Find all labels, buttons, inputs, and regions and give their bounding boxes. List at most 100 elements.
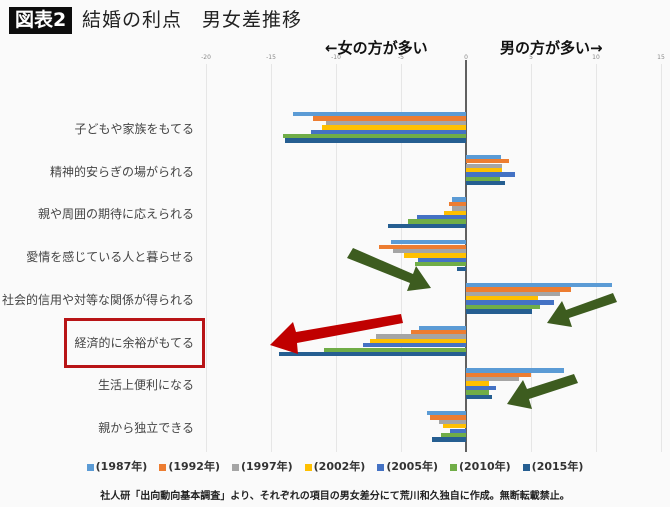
- category-label: 子どもや家族をもてる: [74, 122, 194, 136]
- female-more-label: ←女の方が多い: [325, 39, 428, 57]
- category-label: 経済的に余裕がもてる: [74, 335, 194, 350]
- legend-swatch-icon: [522, 463, 530, 471]
- bar: [449, 201, 466, 207]
- category-label: 精神的安らぎの場がられる: [49, 164, 194, 179]
- bar: [312, 116, 466, 121]
- legend-item: (1987年): [86, 458, 148, 474]
- gridline: [206, 64, 207, 452]
- legend: (1987年) (1992年) (1997年) (2002年) (2005年) (2010…: [0, 458, 670, 474]
- bar: [442, 424, 466, 429]
- category-label: 親から独立できる: [98, 420, 194, 435]
- category-label: 生活上便利になる: [97, 378, 194, 393]
- x-tick-label: -10: [331, 54, 341, 61]
- bar: [311, 129, 466, 134]
- bar: [466, 167, 503, 173]
- category-label: 親や周囲の期待に応えられる: [37, 207, 194, 222]
- x-tick-label: -15: [266, 54, 276, 61]
- bar: [466, 385, 496, 391]
- bar: [451, 206, 466, 211]
- legend-item: (1997年): [231, 458, 293, 474]
- legend-swatch-icon: [377, 463, 385, 471]
- bar: [443, 210, 466, 215]
- bar: [363, 343, 466, 348]
- bar: [450, 428, 466, 433]
- bar: [407, 219, 466, 224]
- x-tick-label: 10: [592, 54, 600, 61]
- bar: [415, 262, 466, 267]
- bar: [416, 215, 466, 220]
- x-tick-label: 15: [657, 54, 665, 61]
- gridline: [596, 64, 597, 452]
- legend-item: (2002年): [304, 458, 366, 474]
- legend-label: (2002年): [313, 460, 366, 473]
- bar: [466, 181, 505, 186]
- category-label: 社会的信用や対等な関係が得られる: [1, 292, 194, 307]
- x-tick-label: 5: [529, 54, 533, 61]
- x-tick-label: -5: [398, 54, 404, 61]
- bar: [451, 197, 466, 202]
- bar: [466, 368, 564, 373]
- bar: [388, 223, 466, 229]
- bar: [466, 172, 516, 177]
- bar: [466, 390, 490, 395]
- legend-label: (1992年): [168, 460, 220, 473]
- bar: [411, 329, 466, 335]
- bar: [419, 325, 466, 330]
- bar: [429, 415, 466, 420]
- gridline: [336, 64, 337, 452]
- bar: [285, 138, 466, 143]
- green-arrow-icon: [547, 293, 617, 327]
- legend-label: (2010年): [459, 460, 511, 473]
- bar: [432, 437, 466, 442]
- bar: [466, 304, 541, 310]
- bar: [403, 253, 466, 258]
- highlight-box: [64, 318, 205, 368]
- bar: [417, 257, 466, 263]
- bar: [466, 377, 520, 382]
- bar: [325, 120, 466, 126]
- bar: [427, 410, 466, 416]
- figure-badge: 図表2: [9, 7, 73, 34]
- category-label: 愛情を感じている人と暮らせる: [26, 250, 194, 265]
- bar: [293, 112, 466, 117]
- bar: [466, 287, 572, 292]
- bar: [466, 300, 555, 305]
- bar: [466, 296, 538, 301]
- bar: [466, 372, 531, 377]
- legend-item: (2010年): [450, 458, 511, 474]
- legend-swatch-icon: [159, 463, 167, 471]
- bar: [321, 125, 466, 130]
- legend-label: (1997年): [240, 460, 293, 473]
- legend-swatch-icon: [450, 463, 457, 471]
- x-tick-label: -20: [201, 54, 211, 61]
- x-tick-label: 0: [464, 54, 468, 61]
- source-footer: 社人研「出向動向基本調査」より、それぞれの項目の男女差分にて荒川和久独自に作成。…: [100, 491, 570, 502]
- bar: [441, 432, 466, 438]
- bar: [376, 334, 466, 339]
- bar: [390, 240, 466, 245]
- legend-label: (2015年): [531, 460, 584, 473]
- legend-label: (1987年): [95, 460, 148, 473]
- bar: [466, 394, 492, 399]
- chart-title: 結婚の利点 男女差推移: [82, 9, 303, 31]
- bar: [466, 176, 500, 182]
- legend-label: (2005年): [386, 460, 438, 473]
- gridline: [661, 64, 662, 452]
- bar: [466, 282, 612, 288]
- bar: [466, 163, 503, 168]
- bar: [369, 338, 466, 344]
- legend-item: (1992年): [159, 458, 220, 474]
- legend-item: (2005年): [377, 458, 438, 474]
- male-more-label: 男の方が多い→: [500, 39, 603, 57]
- bar: [466, 291, 560, 296]
- legend-swatch-icon: [231, 463, 239, 471]
- legend-item: (2015年): [522, 458, 584, 474]
- gridline: [531, 64, 532, 452]
- bar: [466, 381, 490, 386]
- bar: [466, 159, 509, 164]
- gridline: [271, 64, 272, 452]
- bar: [466, 309, 533, 314]
- bar: [378, 244, 466, 249]
- bar: [282, 134, 466, 139]
- title-bar: 図表2 結婚の利点 男女差推移: [0, 0, 670, 40]
